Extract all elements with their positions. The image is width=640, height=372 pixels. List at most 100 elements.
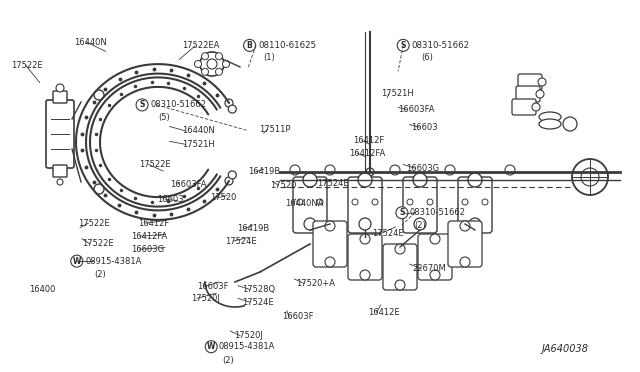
Circle shape (205, 341, 217, 353)
Circle shape (469, 218, 481, 230)
FancyBboxPatch shape (518, 74, 542, 90)
Text: 17522E: 17522E (140, 160, 171, 169)
Circle shape (325, 257, 335, 267)
Text: B: B (247, 41, 252, 50)
Circle shape (366, 168, 374, 176)
Text: (1): (1) (264, 53, 275, 62)
Text: S: S (401, 41, 406, 50)
Text: 16440N: 16440N (74, 38, 106, 46)
Ellipse shape (539, 112, 561, 122)
Circle shape (360, 270, 370, 280)
Circle shape (225, 99, 233, 107)
Circle shape (427, 199, 433, 205)
Circle shape (71, 255, 83, 267)
Circle shape (94, 184, 104, 194)
Circle shape (303, 173, 317, 187)
Circle shape (216, 53, 223, 60)
Circle shape (228, 171, 236, 179)
Text: 17524E: 17524E (372, 229, 404, 238)
FancyBboxPatch shape (313, 221, 347, 267)
Text: 08915-4381A: 08915-4381A (85, 257, 141, 266)
Text: 16603F: 16603F (197, 282, 228, 291)
Circle shape (397, 39, 409, 51)
Text: 16412F: 16412F (353, 136, 385, 145)
Text: 17522EA: 17522EA (182, 41, 220, 50)
FancyBboxPatch shape (46, 100, 74, 168)
Text: 17524E: 17524E (242, 298, 273, 307)
Text: S: S (399, 208, 404, 217)
FancyBboxPatch shape (348, 177, 382, 233)
Circle shape (325, 221, 335, 231)
Circle shape (225, 177, 233, 185)
Circle shape (572, 159, 608, 195)
Circle shape (468, 173, 482, 187)
Text: S: S (140, 100, 145, 109)
Text: 17522E: 17522E (82, 239, 113, 248)
Circle shape (462, 199, 468, 205)
Text: 17520J: 17520J (234, 331, 262, 340)
Circle shape (460, 221, 470, 231)
Circle shape (395, 244, 405, 254)
FancyBboxPatch shape (516, 86, 540, 102)
Text: 17522E: 17522E (12, 61, 43, 70)
FancyBboxPatch shape (448, 221, 482, 267)
Text: 16419B: 16419B (237, 224, 269, 233)
FancyBboxPatch shape (383, 244, 417, 290)
Circle shape (536, 90, 544, 98)
Text: 16412F: 16412F (138, 219, 169, 228)
Circle shape (396, 207, 408, 219)
Circle shape (430, 234, 440, 244)
FancyBboxPatch shape (403, 177, 437, 233)
Text: W: W (207, 342, 216, 351)
Text: 16412FA: 16412FA (131, 232, 168, 241)
Circle shape (317, 199, 323, 205)
Circle shape (482, 199, 488, 205)
Text: 17520: 17520 (270, 181, 296, 190)
Text: 17520+A: 17520+A (296, 279, 335, 288)
Circle shape (223, 61, 230, 67)
Text: 17524E: 17524E (317, 179, 348, 187)
Circle shape (532, 103, 540, 111)
Ellipse shape (539, 119, 561, 129)
Text: 16603FA: 16603FA (398, 105, 435, 114)
Text: 16603: 16603 (411, 123, 438, 132)
Circle shape (325, 165, 335, 175)
Circle shape (290, 165, 300, 175)
Circle shape (352, 199, 358, 205)
Text: 16603F: 16603F (282, 312, 313, 321)
Text: 17524E: 17524E (225, 237, 257, 246)
Text: 17522E: 17522E (78, 219, 109, 228)
Circle shape (195, 61, 202, 67)
Circle shape (244, 39, 255, 51)
FancyBboxPatch shape (293, 177, 327, 233)
Text: 08310-51662: 08310-51662 (150, 100, 206, 109)
Circle shape (460, 257, 470, 267)
FancyBboxPatch shape (418, 234, 452, 280)
Circle shape (359, 218, 371, 230)
Text: 08310-51662: 08310-51662 (410, 208, 466, 217)
Text: 16603FA: 16603FA (170, 180, 206, 189)
Circle shape (202, 53, 209, 60)
Text: 16440NA: 16440NA (285, 199, 323, 208)
Text: (2): (2) (415, 221, 426, 230)
Circle shape (445, 165, 455, 175)
Text: 16419B: 16419B (248, 167, 280, 176)
Circle shape (94, 90, 104, 100)
Circle shape (372, 199, 378, 205)
Circle shape (390, 165, 400, 175)
Text: 08310-51662: 08310-51662 (412, 41, 470, 50)
Text: 17521H: 17521H (381, 89, 413, 98)
Circle shape (304, 218, 316, 230)
Circle shape (360, 234, 370, 244)
Circle shape (413, 173, 427, 187)
Text: 22670M: 22670M (413, 264, 447, 273)
Text: (5): (5) (159, 113, 170, 122)
Text: W: W (72, 257, 81, 266)
Circle shape (228, 105, 236, 113)
Text: 16603: 16603 (157, 195, 184, 203)
Text: 16400: 16400 (29, 285, 55, 294)
FancyBboxPatch shape (348, 234, 382, 280)
Circle shape (200, 52, 224, 76)
Text: 16603G: 16603G (131, 245, 164, 254)
FancyBboxPatch shape (512, 99, 536, 115)
